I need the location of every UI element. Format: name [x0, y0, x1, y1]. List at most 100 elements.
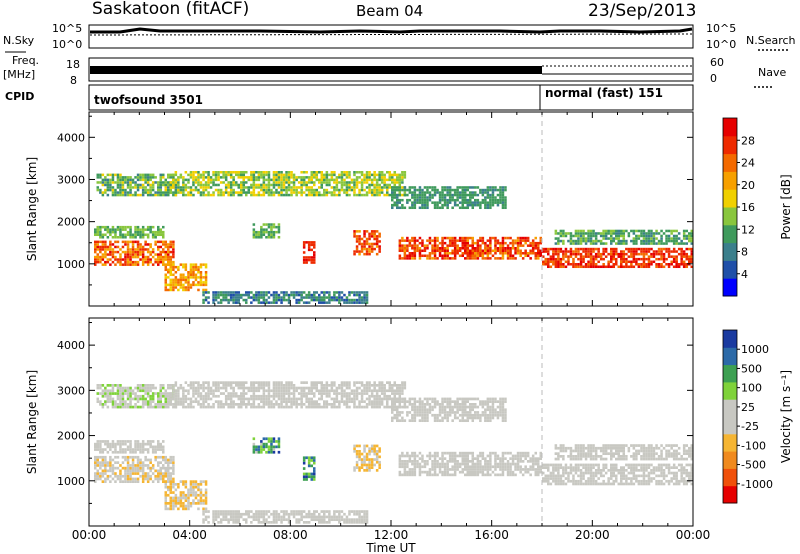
velocity-cell — [119, 448, 122, 451]
velocity-cell — [265, 400, 268, 404]
velocity-cell — [292, 384, 296, 387]
power-cell — [159, 181, 163, 184]
power-cell — [275, 188, 278, 192]
power-cell — [504, 206, 507, 210]
power-cell — [174, 271, 178, 274]
power-cell — [149, 253, 152, 256]
power-cell — [124, 191, 127, 194]
power-cell — [433, 186, 437, 189]
power-cell — [688, 257, 691, 261]
power-cell — [104, 228, 107, 231]
power-cell — [222, 181, 225, 184]
power-cell — [494, 257, 497, 260]
power-cell — [393, 186, 397, 189]
power-cell — [494, 247, 497, 250]
power-cell — [499, 193, 502, 197]
velocity-cell — [114, 403, 117, 406]
power-cell — [207, 171, 210, 174]
velocity-cell — [421, 400, 424, 404]
power-cell — [330, 191, 334, 194]
velocity-cell — [214, 518, 218, 522]
velocity-cell — [126, 466, 130, 470]
velocity-cell — [436, 400, 439, 404]
power-cell — [106, 245, 110, 249]
velocity-cell — [169, 474, 173, 478]
power-cell — [479, 201, 482, 204]
velocity-cell — [139, 442, 142, 446]
power-cell — [139, 176, 142, 179]
velocity-cell — [353, 403, 356, 406]
power-cell — [257, 171, 261, 174]
power-cell — [320, 176, 324, 179]
velocity-cell — [391, 392, 394, 395]
velocity-cell — [441, 397, 444, 401]
power-cell — [441, 241, 444, 245]
power-cell — [126, 191, 130, 194]
velocity-cell — [373, 403, 376, 406]
velocity-cell — [134, 469, 137, 473]
power-cell — [295, 178, 298, 182]
power-cell — [640, 229, 643, 233]
power-cell — [499, 186, 502, 189]
power-cell — [579, 265, 583, 269]
velocity-cell — [307, 400, 311, 404]
power-cell — [345, 183, 349, 187]
velocity-cell — [151, 400, 155, 404]
power-cell — [353, 181, 356, 184]
power-cell — [511, 241, 515, 245]
power-cell — [157, 233, 160, 237]
velocity-cell — [453, 400, 457, 404]
power-cell — [164, 178, 168, 182]
velocity-cell — [305, 397, 308, 401]
power-cell — [154, 253, 157, 256]
power-cell — [131, 236, 135, 239]
power-cell — [501, 257, 505, 260]
power-cell — [428, 257, 432, 260]
velocity-cell — [320, 405, 324, 409]
power-cell — [577, 263, 580, 266]
power-cell — [360, 181, 364, 184]
power-cell — [453, 244, 457, 247]
velocity-cell — [159, 386, 163, 390]
velocity-cell — [307, 510, 311, 513]
power-cell — [162, 248, 165, 251]
power-cell — [446, 198, 449, 202]
velocity-cell — [172, 477, 175, 481]
power-cell — [169, 288, 173, 292]
power-cell — [333, 178, 336, 182]
velocity-cell — [139, 458, 142, 462]
velocity-cell — [159, 403, 163, 406]
velocity-cell — [315, 510, 319, 513]
velocity-cell — [358, 510, 361, 513]
power-cell — [106, 193, 110, 197]
power-cell — [599, 242, 603, 245]
power-cell — [577, 257, 580, 261]
velocity-cell — [164, 400, 168, 404]
velocity-cell — [119, 389, 122, 393]
velocity-cell — [340, 384, 344, 387]
power-cell — [172, 193, 175, 197]
velocity-cell — [262, 521, 266, 524]
power-cell — [237, 173, 241, 177]
power-cell — [330, 178, 334, 182]
power-cell — [101, 225, 105, 229]
power-cell — [315, 193, 319, 197]
velocity-cell — [129, 464, 132, 467]
power-cell — [635, 239, 638, 243]
power-cell — [471, 249, 475, 253]
velocity-cell — [199, 499, 203, 503]
power-cell — [204, 181, 208, 184]
velocity-cell — [182, 493, 185, 497]
velocity-cell — [386, 381, 389, 385]
power-cell — [270, 183, 273, 187]
power-cell — [335, 193, 339, 197]
power-cell — [310, 171, 314, 174]
power-cell — [252, 293, 256, 297]
power-cell — [280, 188, 283, 192]
velocity-cell — [260, 394, 263, 398]
power-cell — [640, 242, 643, 245]
velocity-cell — [119, 405, 122, 409]
velocity-cell — [149, 384, 152, 387]
power-cell — [164, 243, 168, 246]
power-cell — [192, 273, 195, 277]
